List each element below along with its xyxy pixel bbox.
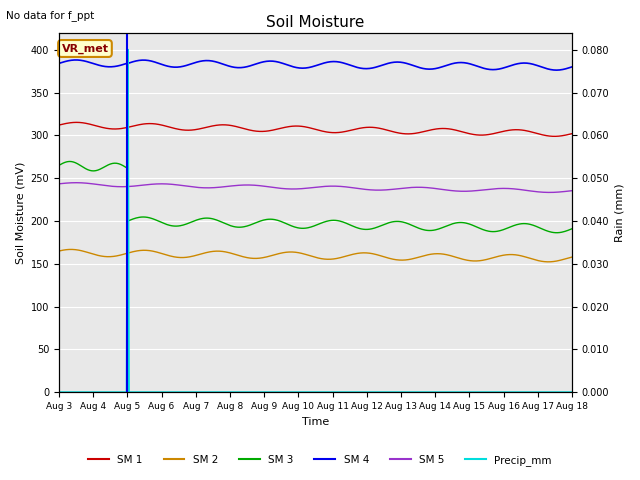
SM 3	[55, 162, 63, 168]
SM 3	[477, 226, 484, 231]
SM 4	[300, 65, 307, 71]
SM 1	[477, 132, 484, 138]
SM 1	[303, 124, 310, 130]
Line: SM 1: SM 1	[59, 122, 572, 136]
Precip_mm	[300, 389, 307, 395]
SM 2	[558, 257, 566, 263]
Precip_mm	[568, 389, 576, 395]
Precip_mm	[557, 389, 564, 395]
SM 1	[72, 120, 80, 125]
SM 5	[303, 185, 310, 191]
SM 3	[300, 226, 307, 231]
SM 4	[568, 64, 576, 70]
SM 3	[568, 226, 576, 231]
Y-axis label: Rain (mm): Rain (mm)	[615, 183, 625, 242]
SM 4	[72, 57, 79, 63]
SM 3	[553, 230, 561, 236]
SM 1	[551, 133, 559, 139]
Precip_mm	[124, 47, 132, 53]
SM 5	[55, 181, 63, 187]
Line: SM 5: SM 5	[59, 183, 572, 192]
SM 4	[303, 65, 310, 71]
Line: Precip_mm: Precip_mm	[59, 50, 572, 392]
SM 3	[334, 218, 342, 224]
SM 3	[303, 225, 310, 231]
SM 1	[362, 125, 369, 131]
SM 1	[55, 122, 63, 128]
SM 1	[558, 133, 566, 139]
SM 2	[362, 250, 369, 256]
SM 5	[72, 180, 80, 186]
SM 2	[300, 251, 307, 257]
SM 1	[334, 130, 342, 135]
Precip_mm	[334, 389, 342, 395]
SM 5	[300, 186, 307, 192]
Line: SM 2: SM 2	[59, 250, 572, 262]
Legend: SM 1, SM 2, SM 3, SM 4, SM 5, Precip_mm: SM 1, SM 2, SM 3, SM 4, SM 5, Precip_mm	[84, 451, 556, 470]
SM 5	[568, 188, 576, 193]
SM 2	[334, 255, 342, 261]
Precip_mm	[362, 389, 369, 395]
SM 2	[55, 248, 63, 254]
SM 2	[303, 252, 310, 258]
SM 5	[546, 190, 554, 195]
Precip_mm	[303, 389, 310, 395]
SM 3	[558, 229, 566, 235]
Line: SM 4: SM 4	[59, 60, 572, 70]
SM 4	[362, 66, 369, 72]
SM 4	[553, 67, 561, 73]
SM 1	[568, 131, 576, 136]
SM 2	[568, 254, 576, 260]
Line: SM 3: SM 3	[59, 161, 572, 233]
Text: VR_met: VR_met	[61, 43, 108, 54]
Text: No data for f_ppt: No data for f_ppt	[6, 10, 95, 21]
SM 2	[477, 258, 484, 264]
Title: Soil Moisture: Soil Moisture	[266, 15, 365, 30]
SM 4	[477, 64, 484, 70]
Y-axis label: Soil Moisture (mV): Soil Moisture (mV)	[15, 161, 25, 264]
SM 4	[334, 59, 342, 65]
SM 3	[67, 158, 74, 164]
SM 3	[362, 227, 369, 232]
SM 1	[300, 124, 307, 130]
SM 4	[55, 60, 63, 66]
SM 2	[67, 247, 75, 252]
SM 5	[558, 189, 566, 195]
SM 5	[362, 187, 369, 192]
SM 2	[545, 259, 552, 265]
X-axis label: Time: Time	[302, 417, 329, 427]
SM 5	[334, 183, 342, 189]
Precip_mm	[477, 389, 484, 395]
SM 5	[477, 187, 484, 193]
SM 4	[558, 67, 566, 72]
Precip_mm	[55, 389, 63, 395]
